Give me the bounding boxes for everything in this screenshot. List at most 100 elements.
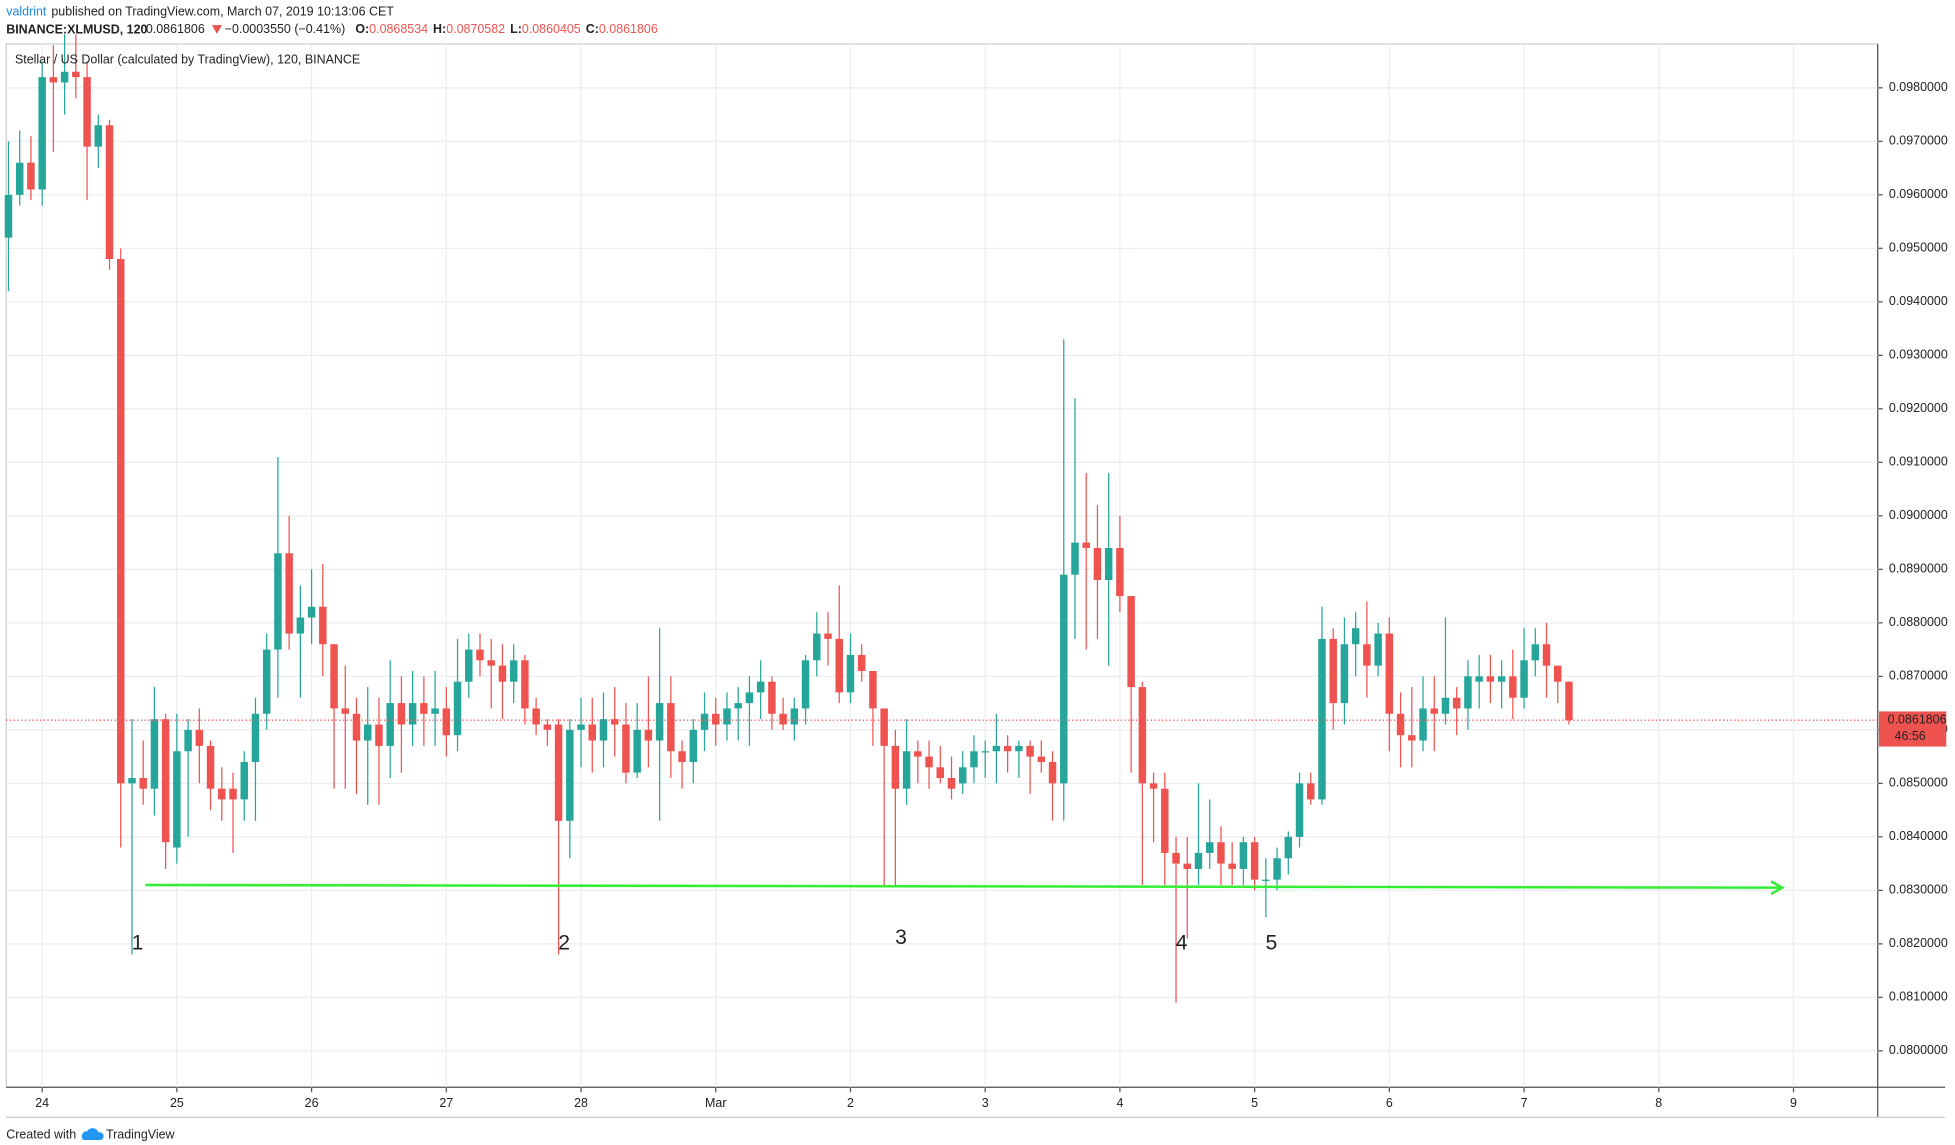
candle-body — [498, 665, 507, 682]
candle-body — [1127, 596, 1135, 688]
candle-body — [229, 788, 237, 800]
candle-body — [1273, 858, 1281, 880]
candle-body — [105, 125, 114, 260]
candle-body — [521, 660, 529, 709]
candle-body — [1172, 852, 1180, 864]
candle-body — [779, 713, 787, 725]
candle-body — [914, 751, 922, 757]
candle-body — [38, 77, 46, 190]
y-tick-label: 0.0820000 — [1889, 936, 1948, 950]
tradingview-logo[interactable] — [81, 1128, 104, 1140]
plot: 0.0800000 0.0810000 0.0820000 0.0830000 0.08… — [4, 34, 1948, 1110]
candle-body — [1531, 644, 1540, 661]
annotation: 3 — [895, 925, 907, 949]
candle-body — [442, 708, 451, 736]
y-tick-label: 0.0890000 — [1889, 562, 1948, 576]
candle-body — [218, 788, 226, 800]
y-tick-label: 0.0970000 — [1889, 134, 1948, 148]
candle-body — [768, 681, 776, 714]
candle-body — [1239, 842, 1248, 869]
down-arrow — [211, 25, 222, 34]
candle-body — [307, 606, 316, 618]
candle-body — [487, 660, 495, 666]
candle-body — [352, 713, 361, 741]
candle-body — [610, 719, 619, 725]
candle-body — [678, 751, 686, 762]
x-tick-label: 9 — [1790, 1096, 1797, 1110]
candle-body — [1340, 644, 1349, 704]
footer-brand[interactable]: TradingView — [106, 1127, 176, 1141]
candle-body — [285, 553, 293, 634]
candle-body — [1464, 676, 1472, 709]
candle-body — [554, 724, 563, 821]
candle-body — [240, 761, 248, 800]
y-tick-label: 0.0870000 — [1889, 669, 1948, 683]
annotation: 5 — [1266, 930, 1278, 954]
countdown: 46:56 — [1895, 729, 1926, 743]
candle-body — [745, 692, 754, 704]
candle-body — [195, 729, 204, 746]
candle-body — [509, 660, 518, 682]
candle-body — [375, 724, 383, 746]
ohlc-value: 0.0860405 — [522, 22, 581, 36]
y-tick-label: 0.0810000 — [1889, 990, 1948, 1004]
price-tag-label: 0.0861806 — [1888, 712, 1947, 726]
candle-body — [970, 751, 978, 768]
annotation: 4 — [1176, 930, 1188, 954]
candle-body — [1149, 783, 1158, 789]
candle-body — [1475, 676, 1483, 682]
candle-body — [1093, 547, 1102, 581]
candle-body — [566, 729, 574, 821]
ohlc-label: H: — [433, 22, 446, 36]
candle-body — [251, 713, 260, 762]
candle-body — [667, 703, 675, 752]
candle-body — [1329, 638, 1337, 704]
candle-body — [1497, 676, 1506, 682]
candle-body — [83, 77, 91, 147]
candle-body — [1217, 842, 1225, 864]
header-line-1: valdrint published on TradingView.com, Ma… — [6, 5, 394, 19]
candle-body — [150, 719, 159, 789]
candle-body — [599, 719, 608, 741]
annotation: 2 — [558, 930, 570, 954]
candle-body — [15, 162, 24, 195]
candle-body — [835, 638, 843, 693]
x-tick-label: Mar — [705, 1096, 726, 1110]
candle-body — [1554, 665, 1562, 682]
candle-body — [1351, 628, 1360, 645]
candle-body — [1452, 697, 1461, 709]
candle-body — [4, 194, 13, 238]
candle-body — [824, 633, 832, 639]
candle-body — [184, 729, 192, 752]
candle-body — [801, 660, 810, 709]
header-quote: 0.0861806 −0.0003550 (−0.41%) — [146, 22, 345, 36]
candle-body — [1262, 879, 1270, 881]
ohlc-label: L: — [510, 22, 522, 36]
candle-body — [880, 708, 888, 746]
x-tick-label: 3 — [982, 1096, 989, 1110]
candle-body — [723, 708, 731, 725]
author[interactable]: valdrint — [6, 5, 47, 19]
y-tick-label: 0.0800000 — [1889, 1043, 1948, 1057]
y-tick-label: 0.0830000 — [1889, 883, 1948, 897]
candle-body — [1441, 697, 1450, 714]
candle-body — [1419, 708, 1427, 741]
candle-body — [1048, 761, 1057, 784]
x-tick-label: 24 — [35, 1096, 49, 1110]
y-tick-label: 0.0880000 — [1889, 615, 1948, 629]
candle-body — [655, 703, 664, 741]
candle-body — [1430, 708, 1438, 714]
y-tick-label: 0.0850000 — [1889, 776, 1948, 790]
y-tick-label: 0.0930000 — [1889, 348, 1948, 362]
x-tick-label: 25 — [170, 1096, 184, 1110]
candle-body — [902, 751, 911, 789]
candle-body — [1542, 644, 1551, 666]
candle-body — [1385, 633, 1394, 714]
candle-body — [947, 778, 956, 789]
candle-body — [1396, 713, 1405, 736]
change: −0.0003550 (−0.41%) — [225, 22, 346, 36]
symbol: BINANCE:XLMUSD, 120 — [6, 22, 147, 36]
candle-body — [1318, 638, 1326, 800]
x-tick-label: 4 — [1116, 1096, 1123, 1110]
